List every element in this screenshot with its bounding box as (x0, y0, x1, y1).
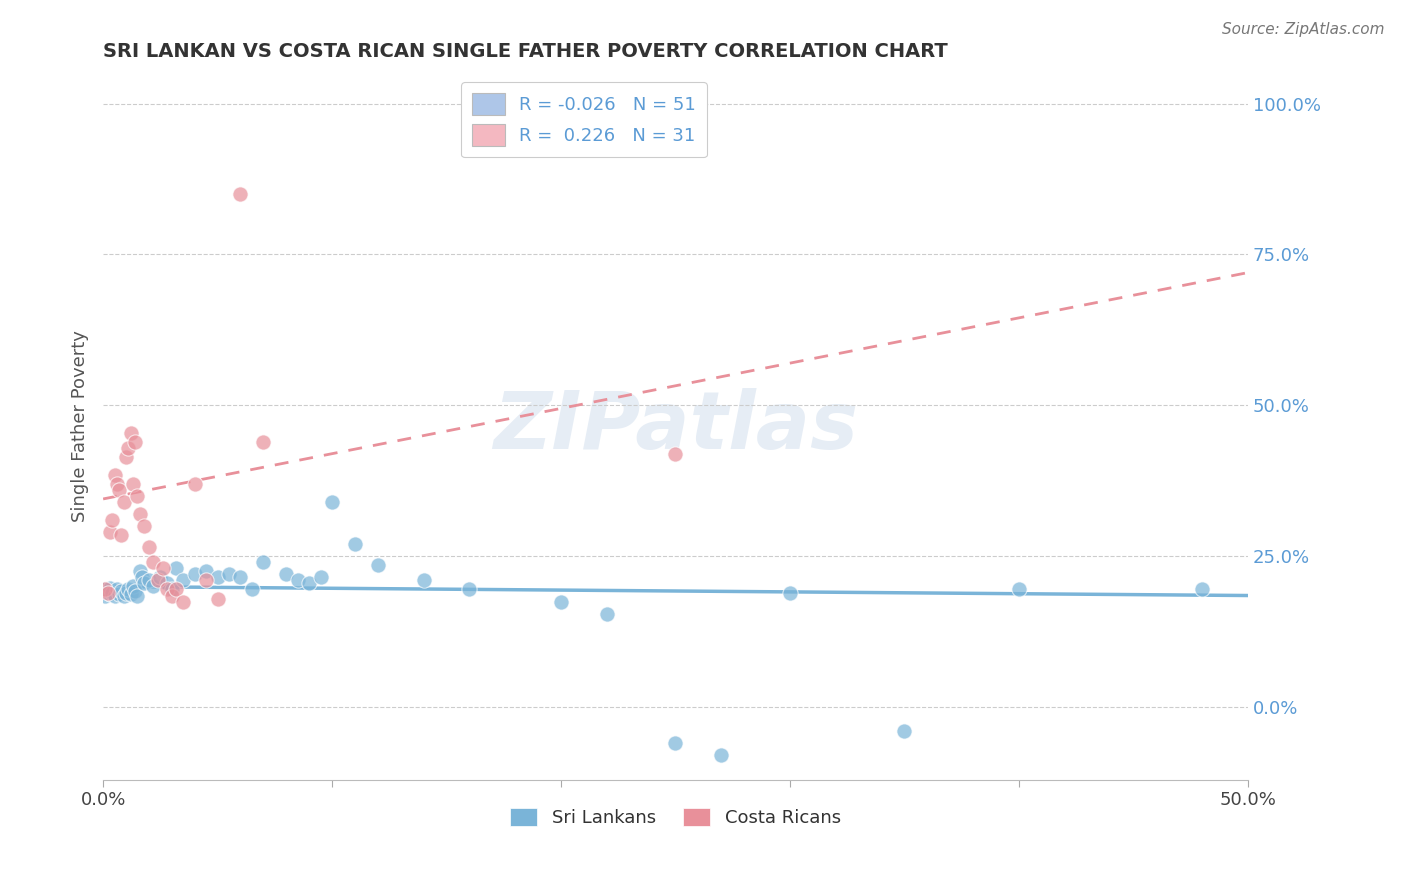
Point (94, 582, 117, 597)
Point (229, 570, 252, 584)
Point (160, 589, 183, 603)
Point (110, 528, 132, 542)
Point (229, 187, 252, 202)
Point (412, 574, 434, 588)
Point (142, 555, 165, 569)
Point (149, 570, 172, 584)
Point (98, 525, 121, 540)
Point (127, 589, 149, 603)
Point (127, 489, 149, 503)
Point (207, 570, 229, 584)
Point (117, 582, 139, 597)
Point (138, 540, 160, 554)
Text: ZIPatlas: ZIPatlas (494, 387, 858, 466)
Point (97, 585, 120, 599)
Point (550, 594, 572, 608)
Point (779, 585, 801, 599)
Point (117, 441, 139, 455)
Point (195, 574, 218, 588)
Point (165, 561, 187, 575)
Text: Source: ZipAtlas.com: Source: ZipAtlas.com (1222, 22, 1385, 37)
Point (105, 582, 128, 597)
Point (146, 574, 169, 588)
Point (160, 582, 183, 597)
Point (134, 576, 156, 591)
Point (1008, 582, 1031, 597)
Point (101, 585, 124, 599)
Point (98, 587, 121, 601)
Point (343, 537, 366, 551)
Point (664, 447, 686, 461)
Point (710, 748, 733, 763)
Point (1191, 582, 1213, 597)
Point (252, 434, 274, 449)
Point (134, 519, 156, 533)
Point (108, 483, 131, 497)
Point (664, 736, 686, 750)
Point (195, 565, 218, 579)
Point (152, 561, 174, 575)
Point (112, 495, 135, 509)
Point (108, 587, 131, 601)
Point (120, 587, 142, 601)
Point (252, 555, 274, 569)
Point (110, 584, 132, 599)
Point (128, 565, 150, 579)
Point (172, 574, 194, 588)
Text: SRI LANKAN VS COSTA RICAN SINGLE FATHER POVERTY CORRELATION CHART: SRI LANKAN VS COSTA RICAN SINGLE FATHER … (103, 42, 948, 61)
Point (165, 582, 187, 597)
Point (893, 724, 915, 739)
Point (218, 567, 240, 582)
Point (128, 507, 150, 521)
Point (183, 567, 205, 582)
Point (112, 589, 135, 603)
Point (122, 476, 145, 491)
Point (115, 450, 138, 464)
Legend: Sri Lankans, Costa Ricans: Sri Lankans, Costa Ricans (503, 800, 848, 834)
Point (94, 589, 117, 603)
Point (276, 567, 298, 582)
Y-axis label: Single Father Poverty: Single Father Poverty (72, 331, 89, 523)
Point (298, 576, 321, 591)
Point (94, 582, 117, 597)
Point (131, 570, 153, 584)
Point (458, 582, 481, 597)
Point (105, 476, 128, 491)
Point (115, 585, 138, 599)
Point (103, 589, 125, 603)
Point (103, 467, 125, 482)
Point (142, 579, 165, 593)
Point (98, 581, 121, 595)
Point (172, 594, 194, 608)
Point (124, 584, 146, 599)
Point (367, 558, 389, 573)
Point (321, 495, 343, 509)
Point (287, 574, 309, 588)
Point (183, 476, 205, 491)
Point (240, 582, 263, 597)
Point (207, 591, 229, 606)
Point (156, 576, 179, 591)
Point (156, 582, 179, 597)
Point (120, 425, 142, 440)
Point (97, 584, 120, 599)
Point (122, 579, 145, 593)
Point (596, 607, 619, 621)
Point (101, 513, 124, 527)
Point (309, 570, 332, 584)
Point (138, 574, 160, 588)
Point (124, 434, 146, 449)
